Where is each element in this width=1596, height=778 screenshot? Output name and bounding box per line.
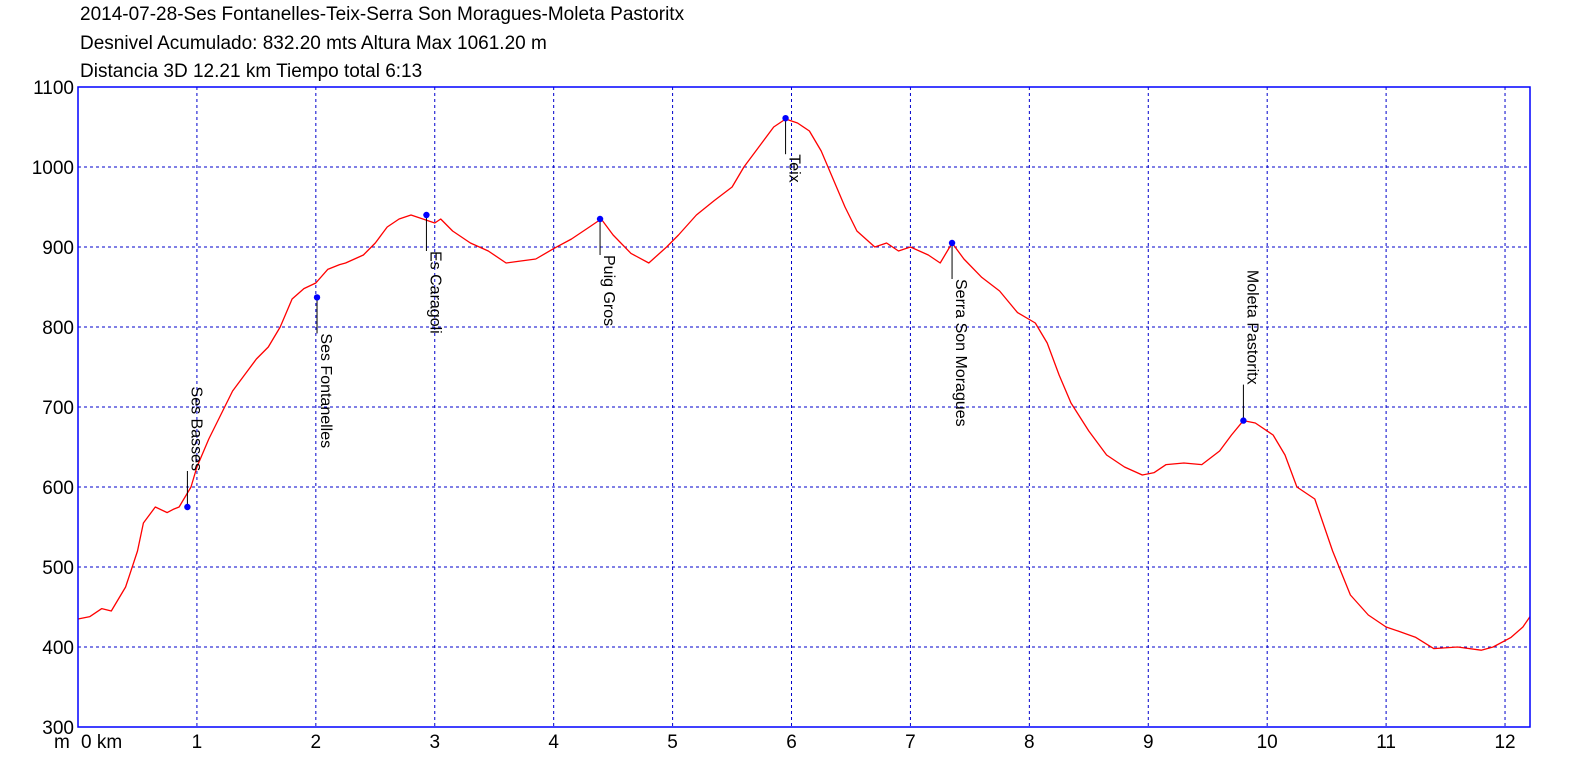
waypoint-label: Ses Basses (187, 387, 204, 471)
x-tick-label: 11 (1376, 732, 1396, 753)
waypoint-marker (782, 115, 789, 122)
waypoint-marker (1240, 417, 1247, 424)
x-tick-label: 9 (1143, 732, 1154, 753)
waypoint-label: Es Caragoli (426, 251, 443, 334)
elevation-series-line (77, 118, 1531, 651)
chart-subtitle-elevation: Desnivel Acumulado: 832.20 mts Altura Ma… (80, 33, 547, 54)
waypoint-label: Puig Gros (600, 255, 617, 326)
y-tick-label: 800 (42, 318, 74, 339)
x-tick-label: 1 (192, 732, 203, 753)
waypoint-marker (313, 294, 321, 301)
x-tick-label: 0 km (81, 732, 122, 753)
y-tick-label: 300 (42, 718, 74, 739)
waypoint-marker (596, 215, 604, 223)
x-tick-label: 4 (548, 732, 559, 753)
x-tick-label: 6 (786, 732, 797, 753)
chart-title: 2014-07-28-Ses Fontanelles-Teix-Serra So… (80, 4, 685, 25)
x-tick-label: 7 (905, 732, 916, 753)
waypoint-label: Moleta Pastoritx (1243, 270, 1260, 385)
x-tick-label: 5 (667, 732, 678, 753)
y-tick-label: 500 (42, 558, 74, 579)
waypoint-label: Serra Son Moragues (952, 279, 969, 427)
waypoint-marker (423, 211, 430, 219)
waypoints: Ses Basses Ses Fontanelles Es Caragoli Puig… (184, 115, 1260, 511)
x-tick-label: 8 (1024, 732, 1035, 753)
y-tick-label: 600 (42, 478, 74, 499)
x-unit-label: m (54, 732, 70, 753)
y-tick-label: 700 (42, 398, 74, 419)
x-tick-label: 12 (1494, 732, 1515, 753)
waypoint-marker (184, 503, 191, 511)
elevation-line (77, 118, 1531, 651)
plot-frame (77, 86, 1531, 728)
y-tick-label: 1100 (33, 78, 74, 99)
chart-subtitle-distance: Distancia 3D 12.21 km Tiempo total 6:13 (80, 61, 423, 82)
y-tick-label: 1000 (32, 158, 74, 179)
x-tick-label: 10 (1257, 732, 1278, 753)
x-tick-label: 2 (311, 732, 322, 753)
waypoint-marker (948, 239, 956, 247)
y-tick-label: 400 (42, 638, 74, 659)
y-tick-label: 900 (42, 238, 74, 259)
grid (78, 87, 1530, 727)
waypoint-label: Teix (786, 154, 803, 182)
x-tick-label: 3 (429, 732, 440, 753)
waypoint-label: Ses Fontanelles (317, 333, 334, 448)
